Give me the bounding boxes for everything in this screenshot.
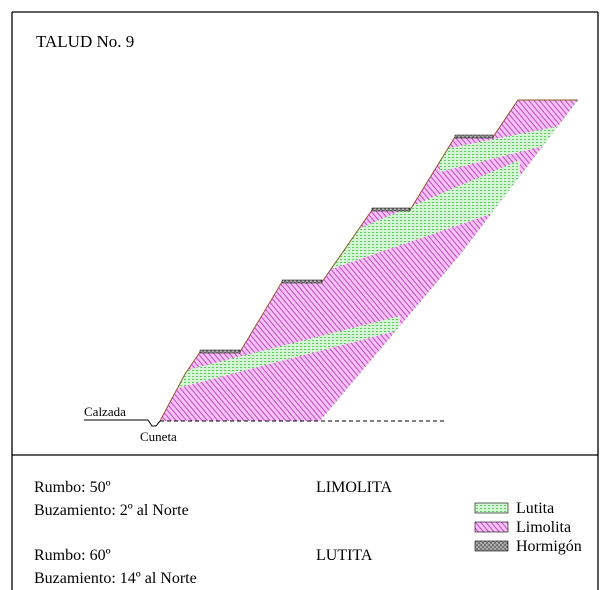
lutita-band-upper xyxy=(440,126,560,172)
legend-label-limolita: Limolita xyxy=(516,519,571,536)
legend: Lutita Limolita Hormigón xyxy=(474,500,582,555)
berm-hormigon-3 xyxy=(371,207,411,212)
legend-swatch-limolita xyxy=(474,521,509,533)
buzamiento-lutita: Buzamiento: 14º al Norte xyxy=(34,570,197,587)
buzamiento-limolita: Buzamiento: 2º al Norte xyxy=(34,502,189,519)
lutita-band-middle xyxy=(300,160,520,280)
slope-surface-line xyxy=(159,99,578,422)
legend-label-lutita: Lutita xyxy=(516,500,554,517)
lutita-band-lower xyxy=(160,316,400,398)
berm-hormigon-1 xyxy=(199,349,241,354)
page-title: TALUD No. 9 xyxy=(36,32,134,51)
calzada-label: Calzada xyxy=(84,404,126,419)
rock-limolita: LIMOLITA xyxy=(316,479,392,496)
berm-hormigon-4 xyxy=(454,134,494,139)
legend-label-hormigon: Hormigón xyxy=(516,538,582,555)
cuneta-label: Cuneta xyxy=(140,429,177,444)
slope-cross-section xyxy=(84,99,578,427)
rumbo-limolita: Rumbo: 50º xyxy=(34,479,111,496)
berm-hormigon-2 xyxy=(281,279,323,284)
legend-swatch-hormigon xyxy=(474,540,509,552)
cuneta-ditch xyxy=(147,419,161,427)
rumbo-lutita: Rumbo: 60º xyxy=(34,547,111,564)
rock-lutita: LUTITA xyxy=(316,547,373,564)
legend-swatch-lutita xyxy=(474,502,509,514)
